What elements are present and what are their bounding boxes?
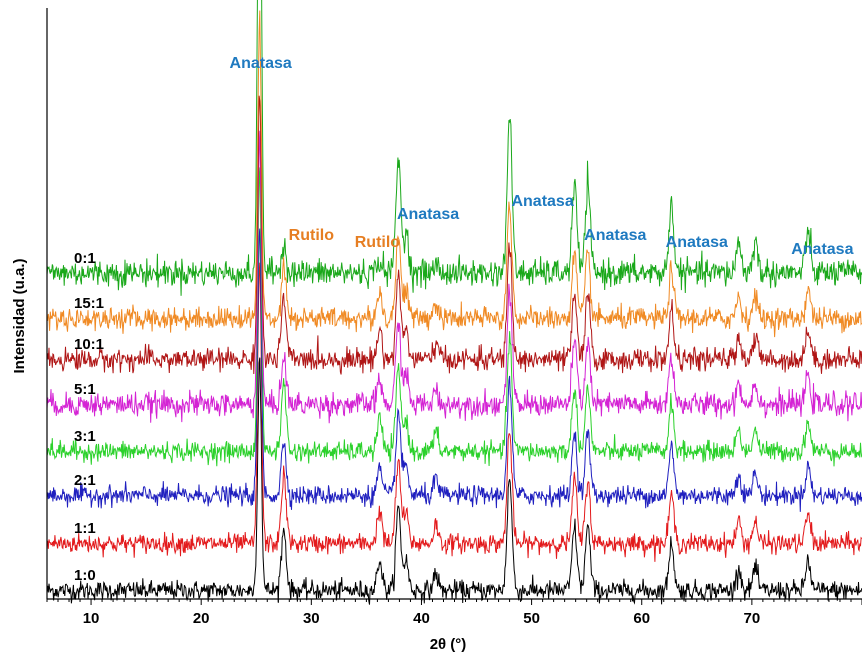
x-axis-ticks: 10 20 30 40 50 60 70 bbox=[46, 599, 862, 627]
diffraction-traces bbox=[46, 0, 862, 605]
phase-annotation: Rutilo bbox=[355, 234, 401, 251]
phase-annotation: Anatasa bbox=[397, 206, 459, 223]
x-tick-label: 10 bbox=[83, 610, 100, 627]
x-tick-label: 60 bbox=[633, 610, 650, 627]
phase-annotation: Rutilo bbox=[289, 227, 335, 244]
phase-annotation: Anatasa bbox=[791, 241, 853, 258]
series-trace-15-1 bbox=[46, 10, 862, 338]
series-label-0-1: 0:1 bbox=[74, 250, 96, 267]
x-axis-label: 2θ (°) bbox=[430, 636, 467, 653]
series-trace-2-1 bbox=[46, 228, 862, 512]
y-axis-label: Intensidad (u.a.) bbox=[11, 258, 28, 373]
series-trace-5-1 bbox=[46, 130, 862, 424]
phase-annotation: Anatasa bbox=[666, 234, 728, 251]
phase-annotation: Anatasa bbox=[230, 55, 292, 72]
x-tick-label: 30 bbox=[303, 610, 320, 627]
x-tick-label: 70 bbox=[744, 610, 761, 627]
series-label-1-0: 1:0 bbox=[74, 567, 96, 584]
series-label-1-1: 1:1 bbox=[74, 520, 96, 537]
series-label-5-1: 5:1 bbox=[74, 381, 96, 398]
series-trace-0-1 bbox=[46, 0, 862, 296]
series-label-10-1: 10:1 bbox=[74, 336, 104, 353]
x-tick-label: 50 bbox=[523, 610, 540, 627]
x-tick-label: 40 bbox=[413, 610, 430, 627]
series-trace-3-1 bbox=[46, 167, 862, 467]
series-trace-1-1 bbox=[46, 262, 862, 562]
phase-annotation: Anatasa bbox=[511, 193, 573, 210]
series-label-3-1: 3:1 bbox=[74, 428, 96, 445]
x-tick-label: 20 bbox=[193, 610, 210, 627]
series-label-15-1: 15:1 bbox=[74, 295, 104, 312]
series-labels: 1:0 1:1 2:1 3:1 5:1 10:1 15:1 0:1 bbox=[74, 250, 104, 584]
series-label-2-1: 2:1 bbox=[74, 472, 96, 489]
phase-annotations: Anatasa Rutilo Rutilo Anatasa Anatasa Anatasa… bbox=[230, 55, 854, 258]
series-trace-1-0 bbox=[46, 357, 862, 605]
series-trace-10-1 bbox=[46, 95, 862, 375]
phase-annotation: Anatasa bbox=[584, 227, 646, 244]
